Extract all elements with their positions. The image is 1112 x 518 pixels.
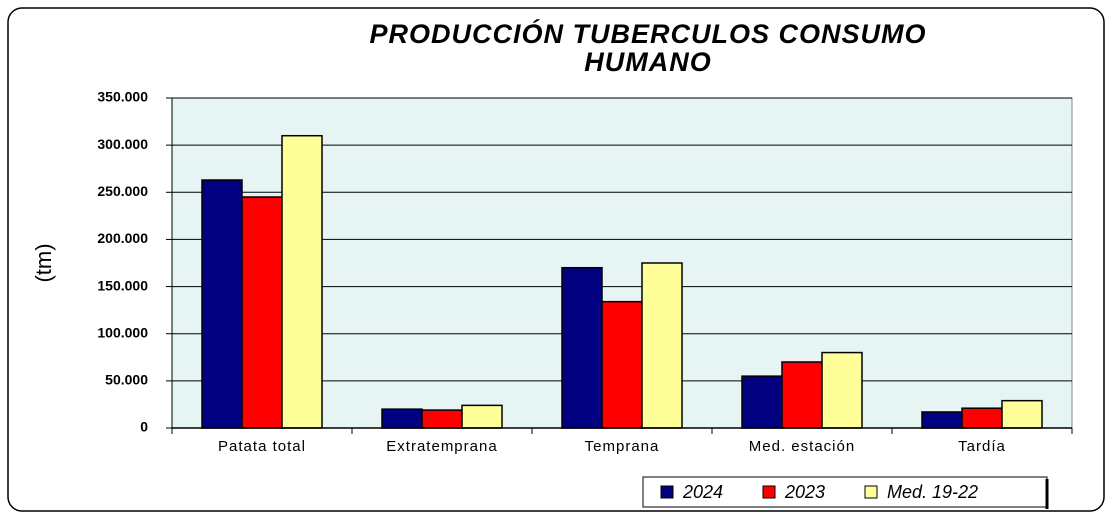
x-tick-label: Med. estación <box>749 438 855 455</box>
x-tick-label: Temprana <box>585 438 660 455</box>
legend-box <box>642 476 1048 508</box>
y-tick-label: 100.000 <box>97 324 148 340</box>
bar <box>241 196 283 429</box>
bar <box>641 262 683 429</box>
bar <box>741 375 783 429</box>
bar <box>201 179 243 429</box>
bar <box>781 361 823 429</box>
y-tick-label: 200.000 <box>97 230 148 246</box>
legend-swatch <box>660 485 674 499</box>
bar <box>281 134 323 429</box>
bar <box>561 266 603 429</box>
y-tick-label: 50.000 <box>105 372 148 388</box>
x-tick-label: Tardía <box>958 438 1006 455</box>
legend-label: 2023 <box>784 482 825 502</box>
legend-label: Med. 19-22 <box>887 482 978 502</box>
chart-title: PRODUCCIÓN TUBERCULOS CONSUMO HUMANO <box>369 19 927 77</box>
bar <box>381 408 423 429</box>
y-tick-label: 0 <box>140 419 148 435</box>
legend-label: 2024 <box>682 482 723 502</box>
y-tick-label: 150.000 <box>97 277 148 293</box>
legend-swatch <box>864 485 878 499</box>
bar <box>1001 399 1043 429</box>
bar <box>961 407 1003 429</box>
legend-swatch <box>762 485 776 499</box>
x-tick-label: Patata total <box>218 438 306 455</box>
bar <box>921 411 963 429</box>
bar <box>461 404 503 429</box>
bar <box>601 300 643 429</box>
y-tick-label: 350.000 <box>97 89 148 105</box>
y-tick-label: 300.000 <box>97 136 148 152</box>
bar <box>821 351 863 429</box>
y-axis-label: (tm) <box>31 243 56 282</box>
x-tick-label: Extratemprana <box>386 438 497 455</box>
y-tick-label: 250.000 <box>97 183 148 199</box>
bar <box>421 409 463 429</box>
chart-border <box>7 7 1105 512</box>
